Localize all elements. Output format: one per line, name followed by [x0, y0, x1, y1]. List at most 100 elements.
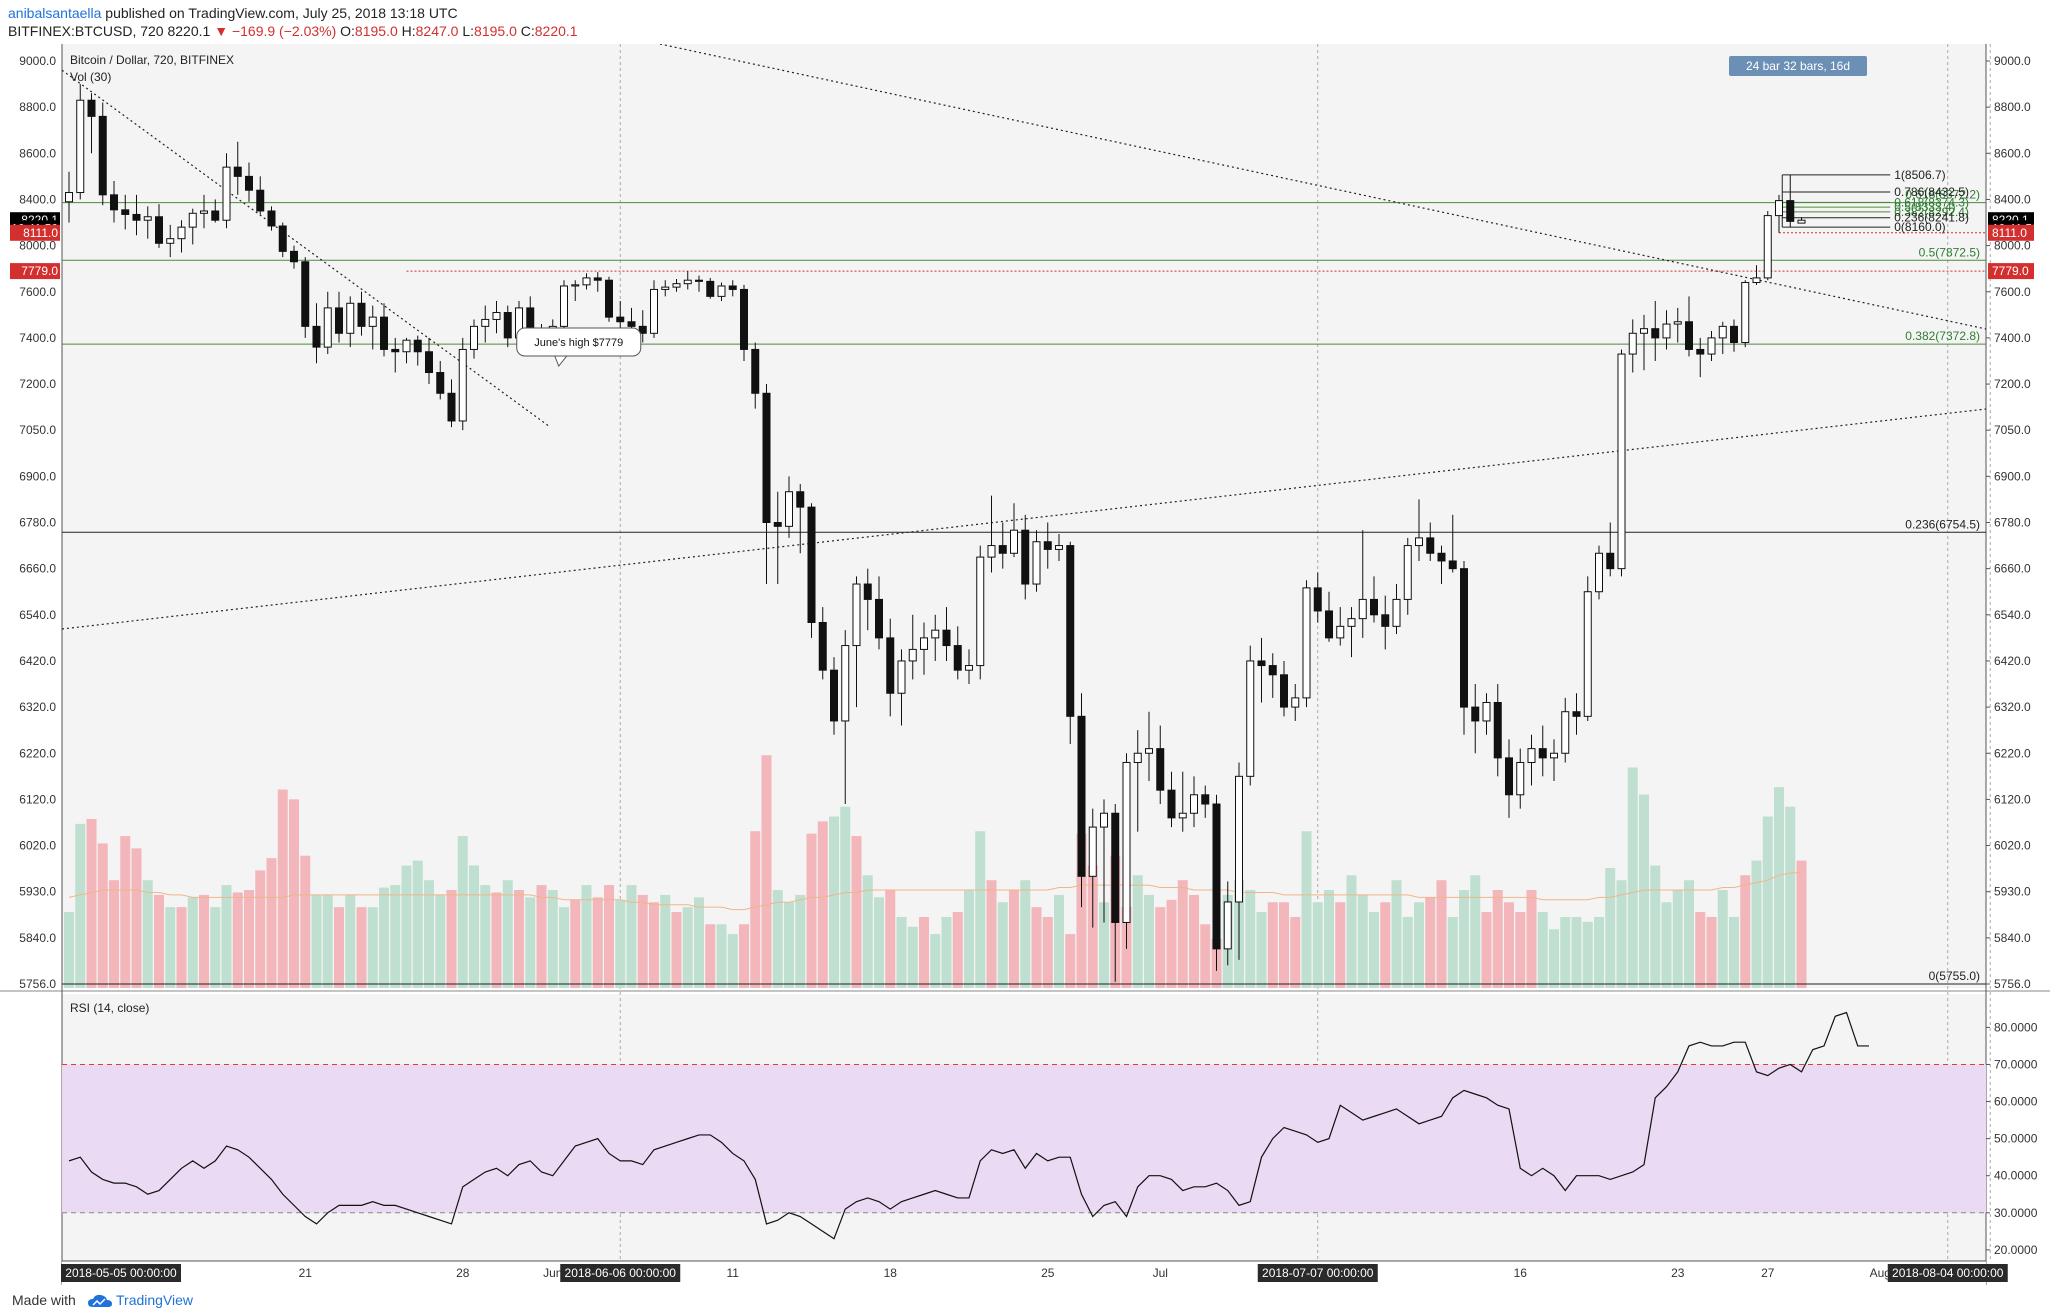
- price-tick-right: 6540.0: [1994, 608, 2031, 622]
- volume-bar: [1616, 880, 1627, 988]
- candle-body: [200, 210, 208, 214]
- volume-bar: [1076, 833, 1087, 988]
- candle-body: [222, 166, 231, 221]
- candle-body: [942, 629, 951, 647]
- time-badge-text: 2018-08-04 00:00:00: [1892, 1266, 2004, 1280]
- volume-bar: [997, 902, 1008, 988]
- price-tick-left: 7600.0: [19, 285, 56, 299]
- high-label: H:: [401, 23, 416, 39]
- volume-bar: [930, 934, 941, 988]
- price-tick-right: 6320.0: [1994, 700, 2031, 714]
- candle-body: [1550, 752, 1558, 759]
- fib-label-short: 0.786(8432.5): [1894, 185, 1969, 199]
- measure-badge-text: 24 bar 32 bars, 16d: [1746, 59, 1850, 73]
- candle-body: [98, 115, 107, 196]
- price-tick-left: 5930.0: [19, 885, 56, 899]
- price-tick-left: 6780.0: [19, 516, 56, 530]
- time-badge: [1887, 1264, 2008, 1282]
- price-tick-right: 8800.0: [1994, 100, 2031, 114]
- volume-bar: [829, 816, 839, 988]
- candle-body: [638, 325, 647, 334]
- volume-bar: [1189, 894, 1199, 988]
- volume-bar: [176, 907, 187, 988]
- candle-body: [1235, 775, 1243, 903]
- price-tick-left: 5756.0: [19, 977, 56, 991]
- candle-body: [1280, 674, 1288, 708]
- candle-body: [1077, 715, 1086, 877]
- volume-bar: [986, 880, 997, 988]
- volume-bar: [581, 885, 592, 988]
- candle-body: [1122, 761, 1131, 923]
- volume-bar: [1740, 875, 1751, 988]
- price-tick-right: 7400.0: [1994, 331, 2031, 345]
- price-tick-left: 7200.0: [19, 377, 56, 391]
- volume-bar: [761, 755, 772, 988]
- fib-label-long: 0.5(7872.5): [1919, 245, 1980, 259]
- volume-bar: [1099, 902, 1109, 988]
- candle-body: [436, 372, 445, 394]
- candle-body: [897, 660, 906, 694]
- candle-body: [796, 491, 805, 508]
- volume-bar: [705, 924, 716, 988]
- time-tick: 23: [1671, 1266, 1685, 1280]
- candle-body: [1561, 711, 1570, 754]
- price-tick-left: 9000.0: [19, 54, 56, 68]
- time-tick: 28: [456, 1266, 470, 1280]
- price-tick-left: 8600.0: [19, 146, 56, 160]
- price-tick-right: 7050.0: [1994, 423, 2031, 437]
- candle-body: [245, 175, 253, 191]
- made-with-label: Made with: [12, 1292, 76, 1308]
- volume-bar: [1279, 902, 1289, 988]
- candle-body: [1302, 587, 1311, 699]
- volume-bar: [1245, 890, 1256, 988]
- candle-body: [571, 284, 580, 287]
- volume-bar: [322, 894, 333, 988]
- volume-bar: [244, 890, 254, 988]
- volume-legend: Vol (30): [70, 70, 111, 84]
- candle-body: [672, 283, 681, 288]
- price-tick-right: 6020.0: [1994, 839, 2031, 853]
- candle-body: [1786, 200, 1795, 222]
- chart-area[interactable]: 9000.0 9000.0 8800.0 8800.0 8600.0 8600.0 8400…: [0, 43, 2050, 1290]
- last-price: 8220.1: [167, 23, 211, 39]
- volume-bar: [739, 924, 749, 988]
- volume-bar: [345, 894, 356, 988]
- price-tick-right: 5930.0: [1994, 885, 2031, 899]
- author-link[interactable]: anibalsantaella: [8, 5, 102, 21]
- volume-bar: [1267, 902, 1278, 988]
- volume-bar: [221, 885, 232, 988]
- volume-bar: [874, 897, 884, 988]
- candle-body: [1538, 748, 1547, 759]
- candle-body: [1066, 545, 1075, 717]
- volume-bar: [592, 897, 603, 988]
- volume-bar: [727, 934, 738, 988]
- rsi-tick: 60.0000: [1994, 1095, 2038, 1109]
- volume-bar: [716, 924, 727, 988]
- candle-body: [1606, 552, 1615, 570]
- open-value: 8195.0: [354, 23, 398, 39]
- candle-body: [1448, 560, 1457, 570]
- price-tick-right: 6900.0: [1994, 469, 2031, 483]
- volume-bar: [1436, 880, 1447, 988]
- volume-bar: [1650, 865, 1661, 988]
- candle-body: [1223, 901, 1232, 950]
- rsi-tick: 30.0000: [1994, 1206, 2038, 1220]
- volume-bar: [817, 821, 828, 988]
- candle-body: [256, 189, 265, 212]
- candle-body: [830, 669, 838, 722]
- price-tick-left: 6900.0: [19, 469, 56, 483]
- candle-body: [323, 307, 332, 348]
- price-tick-left: 8400.0: [19, 192, 56, 206]
- tradingview-brand[interactable]: TradingView: [116, 1292, 194, 1308]
- candle-body: [368, 316, 377, 327]
- candle-body: [402, 339, 411, 353]
- candle-body: [1010, 529, 1018, 554]
- rsi-band: [62, 1064, 1986, 1213]
- candle-body: [1178, 812, 1187, 819]
- time-tick: Jul: [1153, 1266, 1168, 1280]
- candle-body: [1617, 353, 1626, 570]
- price-chart[interactable]: 9000.0 9000.0 8800.0 8800.0 8600.0 8600.0 8400…: [0, 43, 2050, 1285]
- volume-bar: [1391, 880, 1402, 988]
- candle-body: [841, 645, 850, 722]
- volume-bar: [784, 902, 794, 988]
